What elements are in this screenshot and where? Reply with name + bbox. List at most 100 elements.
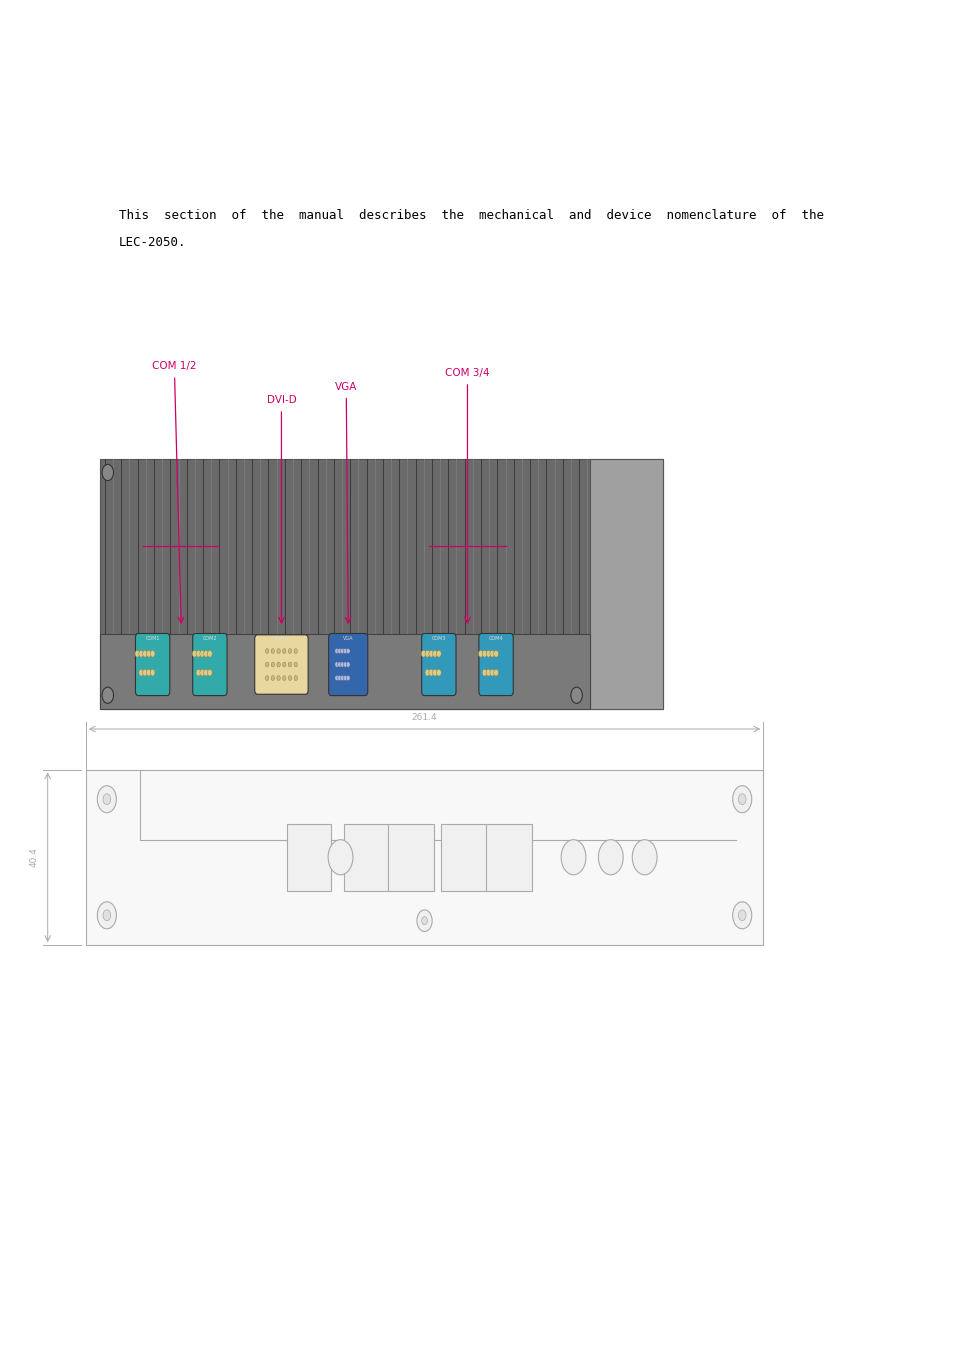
Circle shape (143, 651, 147, 657)
Circle shape (337, 648, 341, 653)
Circle shape (208, 651, 212, 657)
Bar (344, 824, 390, 891)
Circle shape (276, 648, 280, 653)
Text: DVI-D: DVI-D (274, 636, 288, 641)
Circle shape (346, 648, 350, 653)
Bar (100, 634, 589, 709)
Circle shape (147, 651, 151, 657)
Circle shape (436, 670, 440, 676)
Circle shape (436, 651, 440, 657)
Bar (486, 824, 532, 891)
Circle shape (282, 662, 286, 667)
Text: COM4: COM4 (488, 636, 503, 641)
Circle shape (335, 662, 338, 667)
Text: COM1: COM1 (145, 636, 160, 641)
Circle shape (196, 651, 200, 657)
Circle shape (103, 910, 111, 921)
Bar (388, 824, 434, 891)
Bar (589, 459, 662, 709)
Circle shape (196, 670, 200, 676)
FancyBboxPatch shape (328, 633, 367, 695)
Bar (86, 769, 762, 945)
Text: VGA: VGA (335, 382, 357, 391)
Circle shape (146, 670, 151, 676)
Bar (287, 824, 331, 891)
Circle shape (560, 840, 585, 875)
Circle shape (294, 675, 297, 680)
Circle shape (738, 910, 745, 921)
Circle shape (343, 675, 347, 680)
Text: This  section  of  the  manual  describes  the  mechanical  and  device  nomencl: This section of the manual describes the… (119, 209, 823, 223)
Circle shape (416, 910, 432, 932)
Circle shape (340, 648, 344, 653)
Circle shape (97, 786, 116, 813)
Text: VGA: VGA (342, 636, 354, 641)
Circle shape (271, 662, 274, 667)
Circle shape (432, 651, 436, 657)
Circle shape (343, 662, 347, 667)
Text: COM3: COM3 (431, 636, 446, 641)
Circle shape (151, 651, 154, 657)
Circle shape (265, 648, 269, 653)
Circle shape (337, 675, 341, 680)
Circle shape (143, 670, 147, 676)
Circle shape (335, 648, 338, 653)
Circle shape (738, 794, 745, 805)
FancyBboxPatch shape (478, 633, 513, 695)
Circle shape (139, 651, 143, 657)
Circle shape (732, 786, 751, 813)
Circle shape (204, 651, 208, 657)
FancyBboxPatch shape (135, 633, 170, 695)
Circle shape (265, 675, 269, 680)
Circle shape (103, 794, 111, 805)
Circle shape (97, 902, 116, 929)
Circle shape (204, 670, 208, 676)
Circle shape (265, 662, 269, 667)
Circle shape (288, 662, 292, 667)
Circle shape (337, 662, 341, 667)
Bar (100, 459, 662, 709)
Circle shape (102, 687, 113, 703)
Text: COM2: COM2 (202, 636, 217, 641)
Circle shape (598, 840, 622, 875)
Circle shape (632, 840, 657, 875)
Circle shape (139, 670, 143, 676)
Circle shape (424, 651, 429, 657)
Circle shape (340, 675, 344, 680)
Text: COM 3/4: COM 3/4 (445, 369, 489, 378)
Circle shape (478, 651, 482, 657)
Circle shape (271, 675, 274, 680)
Circle shape (288, 648, 292, 653)
Circle shape (200, 670, 204, 676)
Circle shape (282, 648, 286, 653)
Circle shape (570, 687, 581, 703)
Circle shape (421, 917, 427, 925)
Circle shape (490, 651, 494, 657)
Circle shape (346, 662, 350, 667)
FancyBboxPatch shape (193, 633, 227, 695)
Text: LEC-2050.: LEC-2050. (119, 236, 187, 250)
Circle shape (271, 648, 274, 653)
Circle shape (328, 840, 353, 875)
Circle shape (481, 670, 486, 676)
Circle shape (732, 902, 751, 929)
Circle shape (276, 675, 280, 680)
Circle shape (276, 662, 280, 667)
Circle shape (346, 675, 350, 680)
Circle shape (424, 670, 429, 676)
Text: 261.4: 261.4 (412, 713, 436, 722)
Circle shape (282, 675, 286, 680)
Text: 40.4: 40.4 (30, 848, 38, 867)
Circle shape (288, 675, 292, 680)
Circle shape (486, 670, 490, 676)
Circle shape (429, 651, 433, 657)
Circle shape (493, 651, 497, 657)
Circle shape (135, 651, 139, 657)
Text: COM 1/2: COM 1/2 (152, 362, 196, 371)
Text: DVI-D: DVI-D (266, 396, 296, 405)
Circle shape (335, 675, 338, 680)
Circle shape (294, 648, 297, 653)
Circle shape (486, 651, 490, 657)
Circle shape (429, 670, 433, 676)
FancyBboxPatch shape (421, 633, 456, 695)
